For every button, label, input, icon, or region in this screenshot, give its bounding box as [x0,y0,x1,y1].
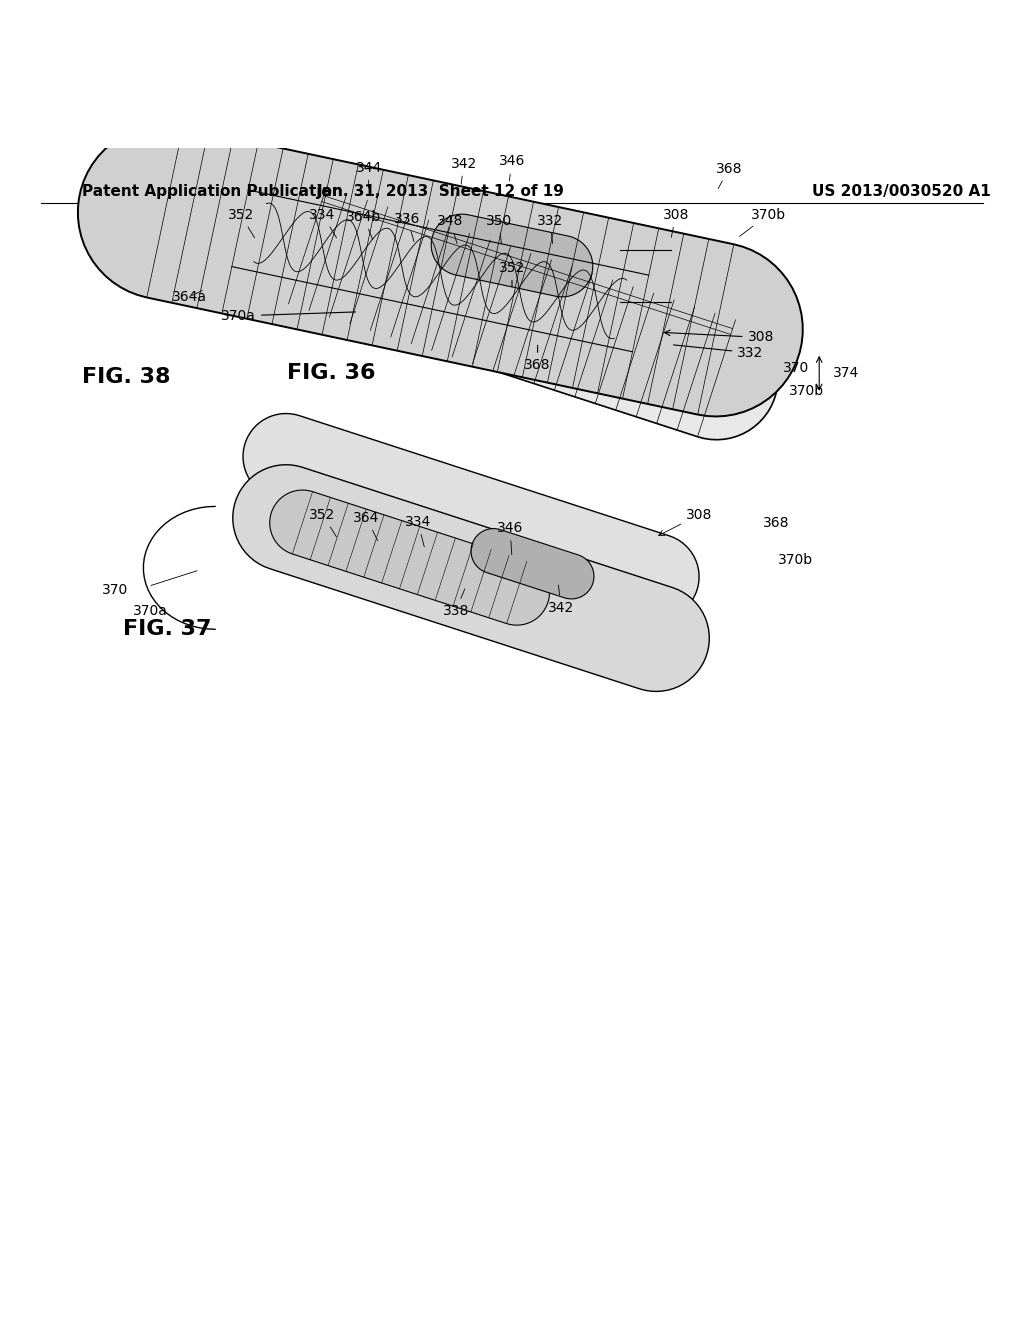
Text: FIG. 37: FIG. 37 [123,619,211,639]
Text: 342: 342 [548,585,574,615]
Text: 374: 374 [833,366,859,380]
Text: 350: 350 [485,214,512,244]
Text: 308: 308 [665,330,774,345]
Polygon shape [232,465,710,692]
Text: 334: 334 [404,515,431,546]
Polygon shape [471,528,594,599]
Polygon shape [431,214,593,297]
Polygon shape [269,490,550,626]
Text: 332: 332 [674,345,764,360]
Text: 352: 352 [227,207,255,238]
Text: 370b: 370b [778,553,813,566]
Text: 368: 368 [763,516,790,529]
Text: 352: 352 [309,508,337,537]
Text: 338: 338 [442,589,469,618]
Polygon shape [243,413,699,620]
Text: 368: 368 [716,161,742,189]
Text: 364a: 364a [172,289,207,304]
Text: 344: 344 [355,161,382,189]
Text: 370: 370 [783,362,810,375]
Text: 368: 368 [524,346,551,372]
Text: 370b: 370b [788,384,823,397]
Text: 364: 364 [353,511,380,541]
Text: 370: 370 [102,583,129,598]
Text: 342: 342 [451,157,477,185]
Text: 332: 332 [537,214,563,244]
Text: 352: 352 [499,261,525,286]
Text: 370b: 370b [739,207,785,236]
Text: FIG. 36: FIG. 36 [287,363,375,383]
Text: 334: 334 [309,207,337,238]
Text: 370a: 370a [133,603,168,618]
Polygon shape [78,125,803,417]
Text: 370a: 370a [221,309,355,323]
Polygon shape [246,183,778,440]
Text: US 2013/0030520 A1: US 2013/0030520 A1 [812,183,990,198]
Text: 308: 308 [663,207,689,238]
Text: 348: 348 [437,214,464,244]
Text: 364b: 364b [346,210,381,240]
Text: Patent Application Publication: Patent Application Publication [82,183,343,198]
Text: FIG. 38: FIG. 38 [82,367,170,387]
Text: 308: 308 [658,508,713,536]
Text: 346: 346 [499,154,525,181]
Text: 336: 336 [394,211,421,242]
Text: Jan. 31, 2013  Sheet 12 of 19: Jan. 31, 2013 Sheet 12 of 19 [316,183,564,198]
Text: 346: 346 [497,521,523,554]
